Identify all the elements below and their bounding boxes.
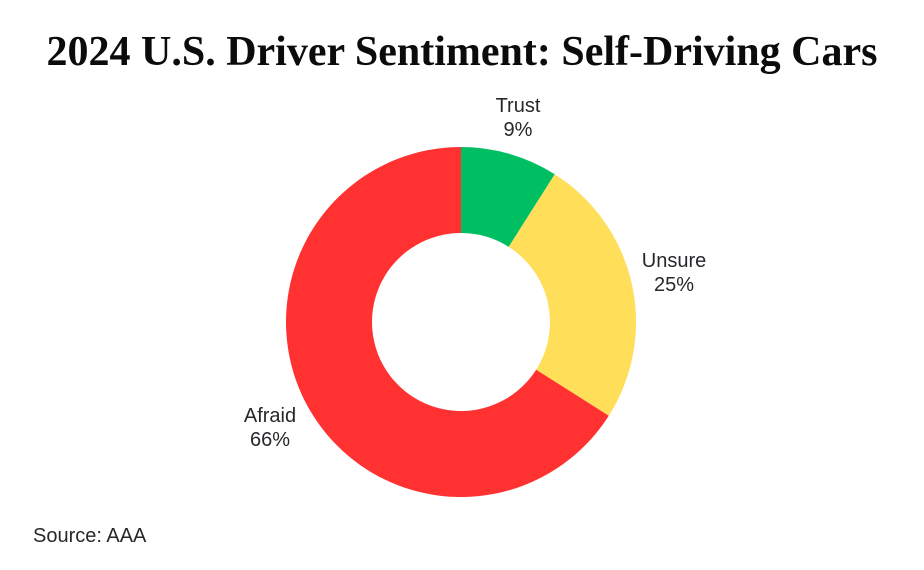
slice-label-afraid-name: Afraid [243,405,297,427]
slice-label-afraid: Afraid 66% [244,404,296,452]
donut-segment-trust [461,147,555,247]
slice-label-afraid-value: 66% [249,429,291,451]
slice-label-trust-value: 9% [503,119,533,141]
source-note: Source: AAA [33,525,147,547]
donut-segment-unsure [508,174,637,416]
slice-label-trust-name: Trust [495,95,541,117]
slice-label-unsure-value: 25% [653,274,695,296]
slice-label-unsure: Unsure 25% [642,249,706,297]
slice-label-unsure-name: Unsure [641,250,707,272]
chart-title: 2024 U.S. Driver Sentiment: Self-Driving… [46,29,878,75]
slice-label-trust: Trust 9% [496,94,541,142]
donut-segment-afraid [286,147,609,498]
